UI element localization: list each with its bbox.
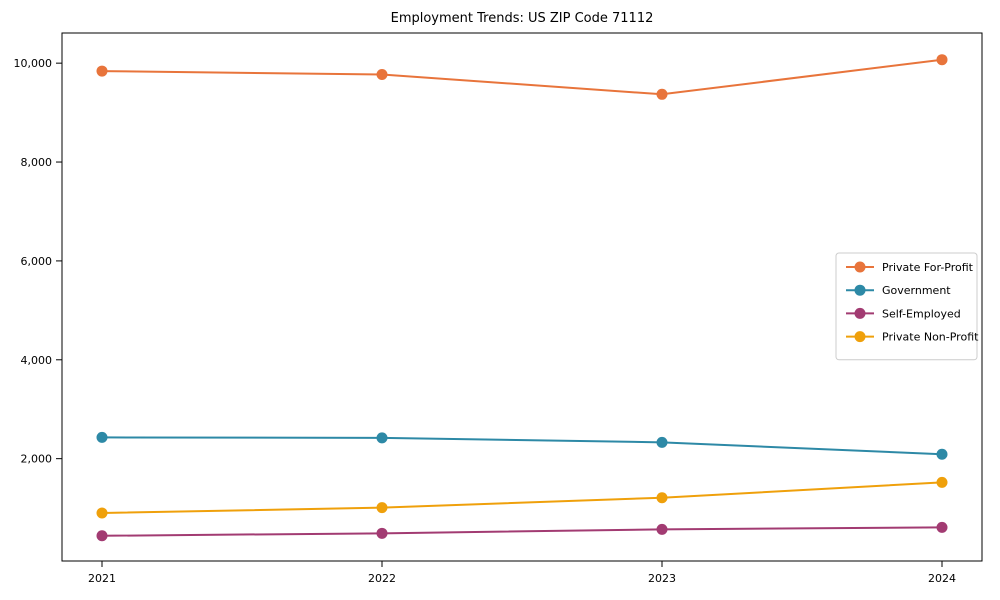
x-tick-label: 2023: [648, 572, 676, 585]
data-point-private-non-profit-2023: [656, 492, 668, 504]
legend-marker: [854, 307, 866, 319]
legend-marker: [854, 261, 866, 273]
data-point-government-2024: [936, 448, 948, 460]
y-tick-label: 10,000: [14, 57, 53, 70]
legend-label: Private For-Profit: [882, 261, 974, 274]
series-private-for-profit: [96, 54, 948, 100]
data-point-self-employed-2023: [656, 523, 668, 535]
plot-area: 2,000 4,000 6,000 8,000 10,000 2021 2022 2023 20…: [14, 32, 983, 585]
data-point-private-non-profit-2021: [96, 507, 108, 519]
legend-item-private-for-profit: Private For-Profit: [846, 261, 974, 274]
data-point-private-for-profit-2024: [936, 54, 948, 66]
series-private-non-profit: [96, 476, 948, 519]
y-tick-label: 2,000: [21, 453, 53, 466]
legend: Private For-Profit Government Self-Employe…: [835, 252, 979, 361]
legend-label: Private Non-Profit: [882, 331, 979, 344]
series-self-employed: [96, 521, 948, 542]
data-point-government-2022: [376, 432, 388, 444]
series-government: [96, 431, 948, 460]
legend-item-self-employed: Self-Employed: [846, 307, 961, 320]
data-point-private-for-profit-2023: [656, 88, 668, 100]
series-line-government: [101, 436, 943, 456]
plot-box: [61, 32, 983, 562]
x-tick-label: 2024: [928, 572, 956, 585]
data-point-private-for-profit-2021: [96, 65, 108, 77]
data-point-private-for-profit-2022: [376, 69, 388, 81]
series-line-private-for-profit: [101, 58, 943, 96]
legend-label: Government: [882, 284, 951, 297]
x-tick-label: 2021: [88, 572, 116, 585]
data-point-government-2021: [96, 431, 108, 443]
legend-item-private-non-profit: Private Non-Profit: [846, 331, 979, 344]
y-tick-label: 6,000: [21, 255, 53, 268]
y-tick-label: 4,000: [21, 354, 53, 367]
y-tick-label: 8,000: [21, 156, 53, 169]
data-point-private-non-profit-2022: [376, 502, 388, 514]
chart-title: Employment Trends: US ZIP Code 71112: [391, 11, 654, 26]
legend-marker: [854, 284, 866, 296]
legend-label: Self-Employed: [882, 307, 961, 320]
data-point-self-employed-2024: [936, 521, 948, 533]
series-line-self-employed: [101, 526, 943, 537]
data-point-self-employed-2022: [376, 527, 388, 539]
data-point-self-employed-2021: [96, 530, 108, 542]
data-point-private-non-profit-2024: [936, 476, 948, 488]
legend-marker: [854, 331, 866, 343]
legend-box: [835, 252, 978, 361]
series-layer: [96, 54, 948, 542]
series-line-private-non-profit: [101, 481, 943, 515]
x-tick-label: 2022: [368, 572, 396, 585]
legend-item-government: Government: [846, 284, 951, 297]
data-point-government-2023: [656, 436, 668, 448]
